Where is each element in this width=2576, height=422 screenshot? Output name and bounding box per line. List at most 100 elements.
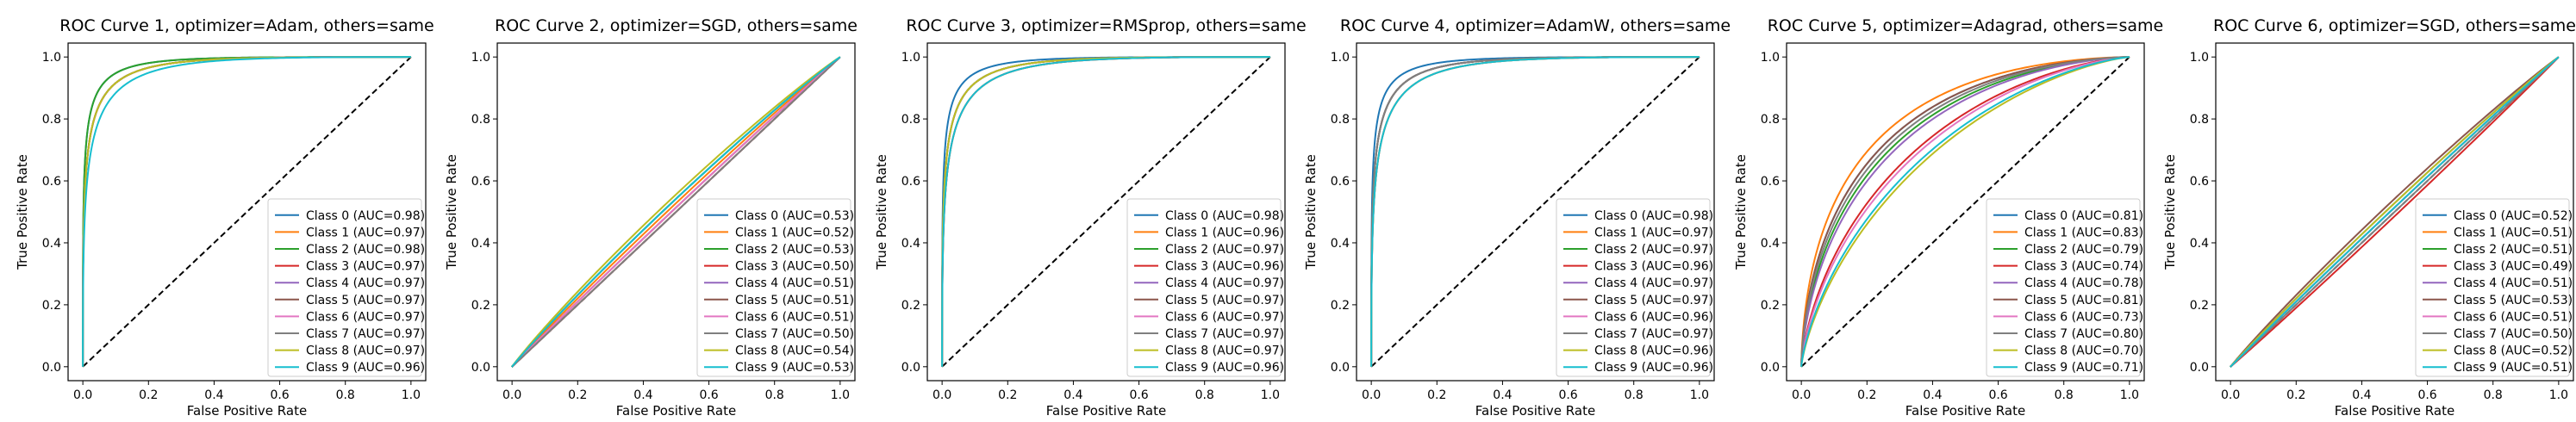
y-tick-label: 0.8 [471,113,490,127]
legend-entry: Class 2 (AUC=0.51) [2454,243,2573,257]
legend-entry: Class 7 (AUC=0.97) [306,327,425,341]
legend-entry: Class 7 (AUC=0.50) [2454,327,2573,341]
legend-entry: Class 4 (AUC=0.78) [2024,276,2143,290]
y-tick-label: 0.2 [2190,299,2209,313]
plot-area [1370,56,1700,368]
legend-entry: Class 9 (AUC=0.96) [1594,361,1713,375]
roc-curve-class-9 [941,56,1270,367]
x-tick-label: 0.6 [1558,388,1577,402]
x-tick-label: 0.4 [204,388,223,402]
plot-area [511,56,841,368]
axes-frame [1786,42,2145,382]
y-tick-label: 0.4 [1331,237,1350,251]
legend-entry: Class 4 (AUC=0.51) [735,276,854,290]
legend-box [1126,198,1282,377]
y-tick-label: 0.0 [471,361,490,375]
roc-curve-class-4 [1800,56,2130,367]
y-tick-label: 0.4 [471,237,490,251]
y-axis-label: True Positive Rate [874,154,889,270]
legend-box [2415,198,2570,377]
x-tick-label: 0.8 [1195,388,1214,402]
x-tick-label: 0.8 [1625,388,1644,402]
x-tick-label: 0.4 [1493,388,1512,402]
legend-entry: Class 7 (AUC=0.97) [1165,327,1284,341]
legend-entry: Class 3 (AUC=0.49) [2454,260,2573,274]
legend-entry: Class 0 (AUC=0.81) [2024,209,2143,223]
y-tick-label: 0.0 [1331,361,1350,375]
x-axis-label: False Positive Rate [2335,403,2454,419]
roc-curve-class-9 [2230,56,2560,368]
legend-entry: Class 0 (AUC=0.53) [735,209,854,223]
legend-entry: Class 5 (AUC=0.81) [2024,294,2143,307]
legend: Class 0 (AUC=0.98) Class 1 (AUC=0.97) Clas… [267,198,425,377]
x-axis-label: False Positive Rate [1475,403,1595,419]
legend-entry: Class 1 (AUC=0.52) [735,226,854,239]
legend-entry: Class 3 (AUC=0.97) [306,260,425,274]
roc-panel-6: ROC Curve 6, optimizer=SGD, others=same 0… [2162,16,2576,419]
legend-entry: Class 2 (AUC=0.98) [306,243,425,257]
plot-area [1800,56,2130,368]
x-axis-label: False Positive Rate [1046,403,1166,419]
legend-entry: Class 2 (AUC=0.79) [2024,243,2143,257]
legend-entry: Class 1 (AUC=0.97) [1594,226,1713,239]
legend-entry: Class 5 (AUC=0.97) [306,294,425,307]
y-tick-label: 0.8 [1331,113,1350,127]
y-tick-label: 0.6 [42,175,61,189]
y-tick-label: 0.0 [42,361,61,375]
legend-entry: Class 6 (AUC=0.97) [306,310,425,324]
legend-entry: Class 8 (AUC=0.70) [2024,344,2143,358]
y-tick-label: 0.4 [1761,237,1780,251]
legend-entry: Class 9 (AUC=0.96) [1165,361,1284,375]
axes-frame [496,42,856,382]
legend-entry: Class 1 (AUC=0.51) [2454,226,2573,239]
legend-entry: Class 8 (AUC=0.97) [1165,344,1284,358]
y-axis-label: True Positive Rate [2162,154,2178,270]
y-tick-label: 0.2 [1761,299,1780,313]
x-tick-label: 0.2 [139,388,158,402]
panel-title: ROC Curve 5, optimizer=Adagrad, others=s… [1768,16,2164,35]
y-tick-label: 0.8 [2190,113,2209,127]
y-tick-label: 1.0 [1761,51,1780,65]
legend-entry: Class 6 (AUC=0.97) [1165,310,1284,324]
legend-entry: Class 4 (AUC=0.97) [306,276,425,290]
legend-entry: Class 6 (AUC=0.96) [1594,310,1713,324]
legend-entry: Class 0 (AUC=0.52) [2454,209,2573,223]
roc-curve-class-9 [1370,56,1700,367]
legend-box [1986,198,2141,377]
x-tick-label: 0.0 [1792,388,1811,402]
y-tick-label: 0.4 [901,237,920,251]
y-tick-label: 0.6 [1331,175,1350,189]
legend: Class 0 (AUC=0.53) Class 1 (AUC=0.52) Clas… [696,198,854,377]
legend-entry: Class 1 (AUC=0.96) [1165,226,1284,239]
legend-entry: Class 0 (AUC=0.98) [1594,209,1713,223]
y-tick-label: 0.6 [2190,175,2209,189]
y-tick-label: 0.0 [2190,361,2209,375]
y-tick-label: 0.2 [1331,299,1350,313]
y-tick-label: 0.2 [42,299,61,313]
legend-entry: Class 5 (AUC=0.97) [1165,294,1284,307]
roc-curve-class-9 [82,56,411,367]
y-tick-label: 0.8 [1761,113,1780,127]
roc-panel-4: ROC Curve 4, optimizer=AdamW, others=sam… [1303,16,1731,419]
x-tick-label: 0.2 [2286,388,2305,402]
x-tick-label: 0.4 [1063,388,1082,402]
x-tick-label: 0.4 [2352,388,2371,402]
plot-area [2230,56,2560,368]
legend-entry: Class 7 (AUC=0.97) [1594,327,1713,341]
y-tick-label: 0.0 [1761,361,1780,375]
roc-panel-5: ROC Curve 5, optimizer=Adagrad, others=s… [1733,16,2163,419]
legend-entry: Class 1 (AUC=0.83) [2024,226,2143,239]
legend-entry: Class 4 (AUC=0.97) [1594,276,1713,290]
legend-entry: Class 9 (AUC=0.53) [735,361,854,375]
x-tick-label: 0.4 [1923,388,1942,402]
x-tick-label: 1.0 [1261,388,1280,402]
legend-entry: Class 2 (AUC=0.97) [1594,243,1713,257]
y-tick-label: 0.2 [471,299,490,313]
roc-curve-class-7 [511,56,841,368]
x-tick-label: 1.0 [2120,388,2139,402]
legend-entry: Class 6 (AUC=0.51) [735,310,854,324]
y-tick-label: 1.0 [901,51,920,65]
x-tick-label: 0.4 [633,388,652,402]
legend-entry: Class 4 (AUC=0.51) [2454,276,2573,290]
x-tick-label: 0.2 [998,388,1017,402]
